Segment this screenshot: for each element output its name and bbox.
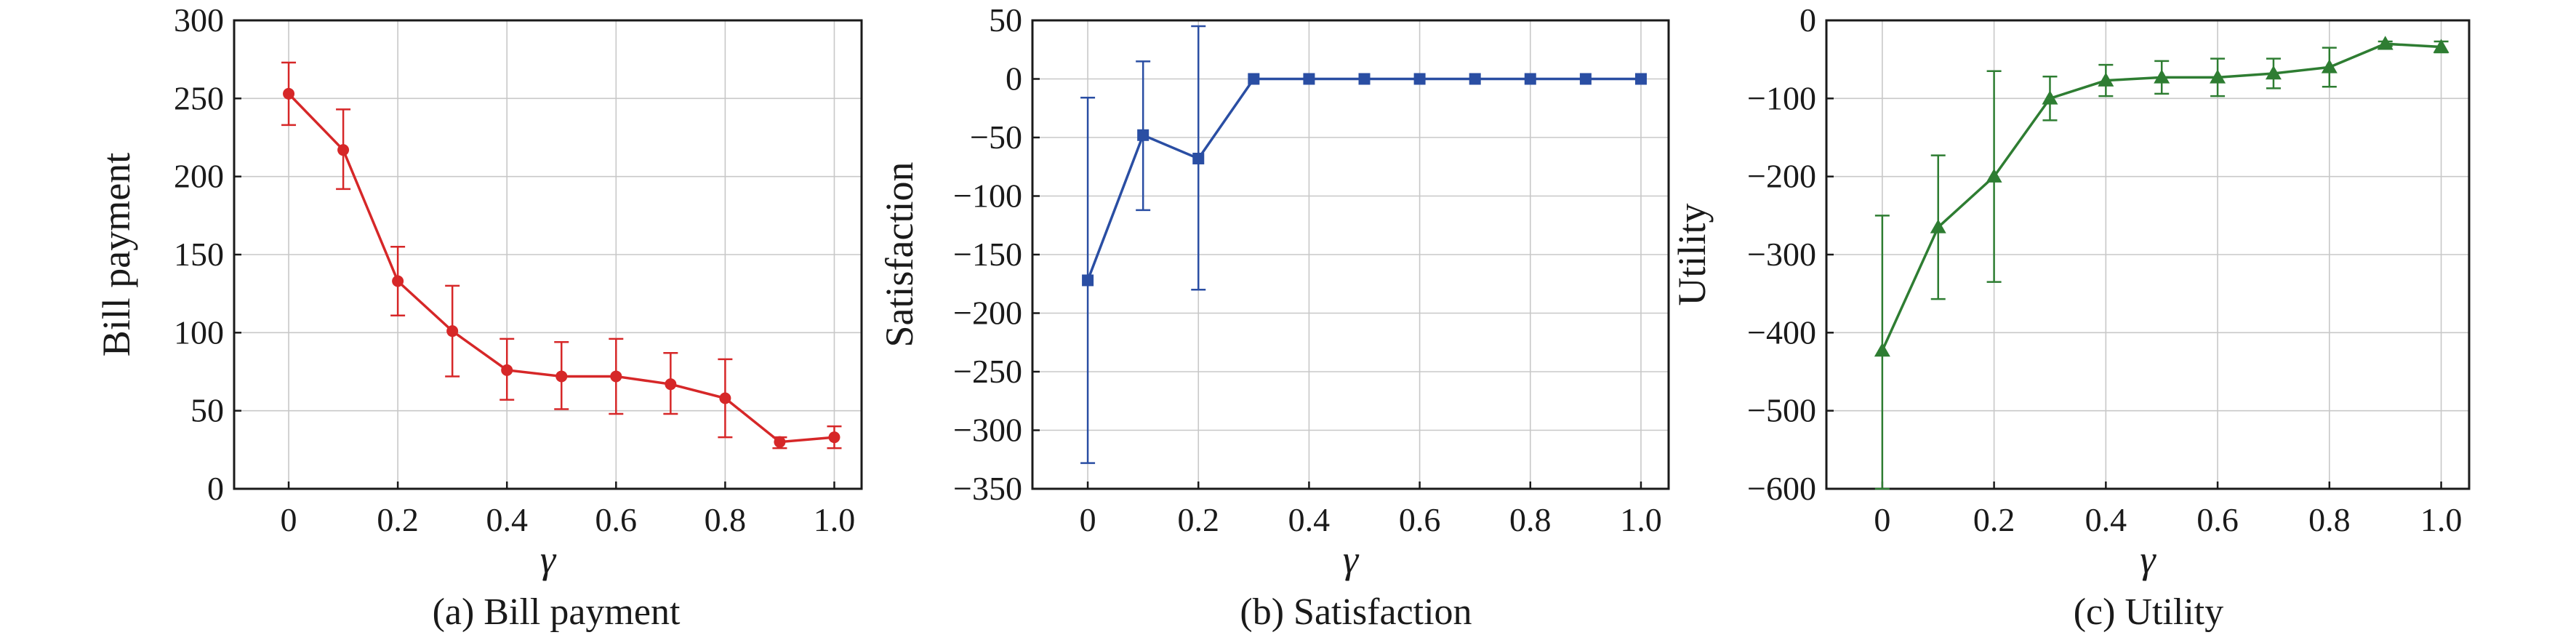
y-axis-label: Utility: [1670, 203, 1714, 305]
x-tick-label: 0.4: [486, 501, 528, 538]
x-tick-label: 0.6: [1399, 501, 1441, 538]
data-point: [2210, 69, 2226, 84]
data-point: [2433, 39, 2449, 53]
y-tick-label: 0: [1006, 60, 1022, 97]
x-tick-label: 0.2: [377, 501, 419, 538]
y-axis-label: Bill payment: [95, 153, 138, 356]
panel-caption: (c) Utility: [2074, 591, 2224, 633]
series-utility: [1874, 36, 2449, 490]
data-point: [719, 392, 731, 404]
x-tick-label: 1.0: [814, 501, 856, 538]
data-point: [2321, 59, 2338, 73]
y-tick-label: 0: [1799, 1, 1816, 39]
panel-caption: (a) Bill payment: [433, 591, 681, 633]
data-point: [665, 378, 677, 391]
data-point: [1874, 343, 1890, 357]
y-tick-label: −300: [953, 412, 1022, 449]
x-tick-label: 0.4: [2085, 501, 2127, 538]
data-point: [2098, 72, 2114, 87]
data-point: [1413, 73, 1426, 85]
x-tick-label: 1.0: [1620, 501, 1662, 538]
y-tick-label: −50: [970, 119, 1022, 156]
data-point: [1986, 168, 2002, 183]
y-tick-label: −150: [953, 236, 1022, 273]
data-point: [1358, 73, 1371, 85]
data-point: [1634, 73, 1647, 85]
data-point: [555, 370, 568, 383]
data-point: [2042, 90, 2058, 105]
x-tick-label: 0: [281, 501, 297, 538]
series-bill-payment: [281, 61, 842, 450]
y-tick-label: −600: [1747, 470, 1816, 507]
x-tick-label: 0.8: [1509, 501, 1552, 538]
data-point: [1082, 274, 1094, 287]
data-point: [1248, 73, 1260, 85]
x-tick-label: 1.0: [2420, 501, 2463, 538]
grid-lines: [1032, 20, 1669, 490]
panel-caption: (b) Satisfaction: [1240, 591, 1472, 633]
data-point: [2265, 65, 2282, 80]
grid-lines: [1826, 20, 2469, 490]
x-tick-label: 0.8: [705, 501, 747, 538]
data-point: [1192, 152, 1205, 164]
series-line: [1086, 77, 1641, 281]
panel-bill-payment: 0 50 100 150 200 250 300 0 0.2 0.4 0.6 0.8 1.0 γ Bill …: [95, 1, 863, 633]
data-point: [828, 431, 840, 444]
x-axis-label: γ: [2140, 538, 2156, 581]
data-point: [2154, 69, 2170, 84]
y-tick-label: −400: [1747, 313, 1816, 351]
y-tick-label: −350: [953, 470, 1022, 507]
data-point: [1137, 129, 1149, 141]
x-tick-label: 0.4: [1288, 501, 1331, 538]
x-tick-label: 0: [1080, 501, 1096, 538]
data-point: [446, 325, 459, 338]
y-tick-label: −500: [1747, 392, 1816, 429]
y-tick-label: −250: [953, 353, 1022, 390]
y-axis-label: Satisfaction: [878, 162, 921, 348]
panel-utility: −600 −500 −400 −300 −200 −100 0 0 0.2 0.4 0.6 0.8 1.…: [1670, 1, 2471, 633]
y-tick-label: 300: [174, 1, 224, 39]
x-tick-label: 0: [1874, 501, 1890, 538]
x-axis-label: γ: [1343, 538, 1360, 581]
y-tick-label: −200: [953, 295, 1022, 332]
data-point: [1579, 73, 1592, 85]
y-tick-label: 0: [207, 470, 224, 507]
x-tick-label: 0.2: [1178, 501, 1220, 538]
y-tick-label: 50: [190, 392, 224, 429]
data-point: [1930, 219, 1946, 233]
x-tick-label: 0.2: [1973, 501, 2015, 538]
grid-lines: [234, 20, 862, 490]
x-tick-label: 0.6: [595, 501, 638, 538]
x-tick-label: 0.6: [2196, 501, 2239, 538]
y-tick-label: 200: [174, 158, 224, 195]
data-point: [337, 144, 350, 156]
y-tick-label: −100: [1747, 79, 1816, 116]
data-point: [283, 87, 295, 100]
data-point: [1303, 73, 1315, 85]
x-tick-label: 0.8: [2308, 501, 2351, 538]
y-tick-label: 150: [174, 236, 224, 273]
y-tick-label: −300: [1747, 236, 1816, 273]
y-tick-label: 50: [989, 1, 1022, 39]
data-point: [392, 275, 404, 287]
data-point: [774, 436, 786, 448]
y-tick-label: 100: [174, 313, 224, 351]
series-satisfaction: [1080, 25, 1647, 464]
data-point: [501, 364, 513, 376]
data-point: [610, 370, 622, 383]
panel-satisfaction: −350 −300 −250 −200 −150 −100 −50 0 50 0 0.2 0.4 0.6…: [878, 1, 1670, 633]
x-axis-label: γ: [540, 538, 557, 581]
data-point: [2377, 36, 2394, 50]
y-tick-label: −200: [1747, 158, 1816, 195]
y-tick-label: 250: [174, 79, 224, 116]
data-point: [1469, 73, 1481, 85]
data-point: [1524, 73, 1536, 85]
y-tick-label: −100: [953, 177, 1022, 215]
